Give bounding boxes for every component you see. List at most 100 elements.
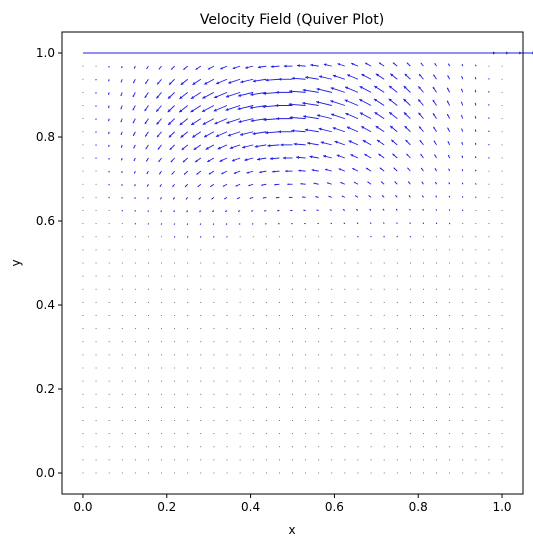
arrow-point [174,394,175,395]
arrow-point [227,459,228,460]
arrow-point [331,341,332,342]
arrow-point [371,459,372,460]
arrow-point [135,302,136,303]
quiver-arrow [121,66,122,68]
quiver-arrow [225,106,240,111]
arrow-point [305,328,306,329]
arrow-point [371,315,372,316]
quiver-arrow [245,66,253,69]
quiver-arrow [294,143,306,146]
quiver-arrow [296,156,306,159]
quiver-arrow [147,66,149,69]
quiver-arrow [159,66,162,69]
arrow-point [83,66,84,67]
quiver-arrow [475,197,476,198]
arrow-point [292,236,293,237]
quiver-arrow [169,79,175,84]
arrow-point [502,341,503,342]
quiver-arrow [208,66,214,69]
arrow-point [305,459,306,460]
quiver-arrow [335,141,345,145]
arrow-point [292,433,293,434]
arrow-point [135,289,136,290]
arrow-point [488,420,489,421]
arrow-point [371,354,372,355]
quiver-arrow [392,154,397,158]
quiver-arrow [370,223,371,224]
arrow-point [410,354,411,355]
quiver-arrow [133,119,135,124]
arrow-point [371,289,372,290]
arrow-point [122,302,123,303]
arrow-point [96,446,97,447]
quiver-arrow [225,210,227,211]
quiver-arrow [255,145,267,148]
quiver-arrow [212,211,214,212]
quiver-arrow [95,157,96,158]
quiver-arrow [367,182,371,185]
arrow-point [148,354,149,355]
arrow-point [436,354,437,355]
quiver-arrow [171,158,175,162]
quiver-arrow [181,79,188,85]
arrow-point [488,446,489,447]
quiver-arrow [310,64,318,67]
quiver-arrow [156,92,161,98]
quiver-arrow [376,126,385,132]
arrow-point [344,354,345,355]
quiver-arrow [302,102,318,106]
y-tick-label: 1.0 [36,46,55,60]
arrow-point [397,315,398,316]
arrow-point [161,276,162,277]
arrow-point [502,223,503,224]
arrow-point [502,158,503,159]
arrow-point [83,249,84,250]
quiver-arrow [419,74,423,79]
quiver-arrow [210,184,214,187]
quiver-arrow [462,142,463,145]
arrow-point [109,289,110,290]
arrow-point [135,276,136,277]
arrow-point [83,236,84,237]
quiver-arrow [435,182,436,184]
arrow-point [292,473,293,474]
arrow-point [318,315,319,316]
quiver-arrow [108,106,109,109]
arrow-point [122,407,123,408]
quiver-arrow [248,184,253,186]
quiver-arrow [384,236,385,237]
quiver-arrow [447,114,449,119]
quiver-arrow [462,183,463,185]
arrow-point [344,381,345,382]
quiver-arrow [180,119,188,125]
arrow-point [109,381,110,382]
arrow-point [358,341,359,342]
arrow-point [227,381,228,382]
quiver-arrow [323,155,332,158]
arrow-point [475,354,476,355]
arrow-point [502,407,503,408]
quiver-arrow [303,89,319,93]
arrow-point [344,315,345,316]
arrow-point [344,473,345,474]
quiver-arrow [204,79,214,84]
arrow-point [266,249,267,250]
quiver-arrow [355,196,358,198]
arrow-point [397,249,398,250]
arrow-point [161,473,162,474]
arrow-point [174,459,175,460]
quiver-arrow [436,223,437,224]
arrow-point [410,420,411,421]
arrow-point [148,315,149,316]
quiver-arrow [307,142,319,145]
quiver-arrow [95,92,96,93]
arrow-point [331,263,332,264]
arrow-point [161,315,162,316]
quiver-arrow [204,132,214,137]
arrow-point [423,354,424,355]
arrow-point [279,276,280,277]
arrow-point [331,446,332,447]
arrow-point [371,446,372,447]
arrow-point [462,446,463,447]
arrow-point [174,302,175,303]
